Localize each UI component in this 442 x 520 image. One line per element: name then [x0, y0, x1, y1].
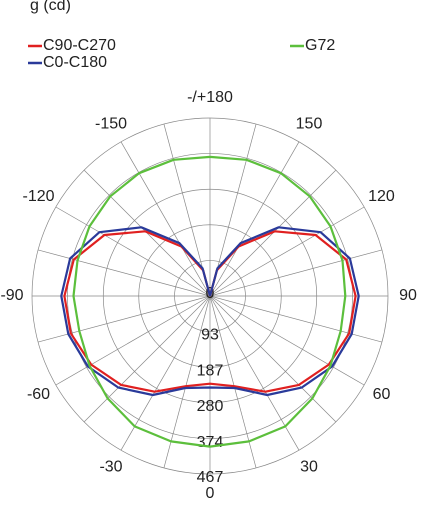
grid-circle — [31, 117, 389, 475]
theta-tick-label: 30 — [300, 459, 318, 476]
spoke — [209, 206, 365, 297]
spoke — [37, 249, 211, 297]
spoke — [209, 295, 337, 423]
theta-tick-label: -120 — [23, 188, 55, 205]
legend-label: G72 — [305, 37, 335, 54]
spoke — [209, 295, 383, 343]
spoke — [209, 295, 257, 469]
legend-label: C90-C270 — [43, 37, 116, 54]
r-tick-label: 374 — [197, 434, 224, 451]
spoke — [163, 295, 211, 469]
grid-circle — [102, 188, 318, 404]
spoke — [120, 141, 211, 297]
grid-circle — [174, 260, 246, 332]
theta-tick-label: 150 — [296, 116, 323, 133]
theta-tick-label: 0 — [206, 485, 215, 502]
theta-tick-label: -90 — [0, 287, 23, 304]
spoke — [83, 295, 211, 423]
spoke — [209, 295, 300, 451]
theta-tick-label: -30 — [99, 459, 122, 476]
r-tick-label: 93 — [201, 327, 219, 344]
curve — [60, 226, 360, 397]
theta-tick-label: -150 — [95, 116, 127, 133]
grid-circle — [138, 224, 282, 368]
theta-tick-label: -60 — [27, 386, 50, 403]
theta-tick-label: 120 — [368, 188, 395, 205]
r-tick-label: 467 — [197, 469, 224, 486]
curve — [72, 155, 347, 448]
spoke — [120, 295, 211, 451]
grid-circle — [67, 153, 353, 439]
spoke — [209, 141, 300, 297]
theta-tick-label: 60 — [373, 386, 391, 403]
curve — [63, 230, 357, 393]
spoke — [55, 206, 211, 297]
spoke — [55, 295, 211, 386]
r-tick-label: 187 — [197, 362, 224, 379]
spoke — [209, 295, 365, 386]
legend-label: C0-C180 — [43, 54, 107, 71]
spoke — [209, 249, 383, 297]
r-tick-label: 280 — [197, 398, 224, 415]
chart-title: g (cd) — [30, 0, 71, 14]
theta-tick-label: 90 — [399, 287, 417, 304]
spoke — [37, 295, 211, 343]
theta-tick-label: -/+180 — [187, 89, 233, 106]
